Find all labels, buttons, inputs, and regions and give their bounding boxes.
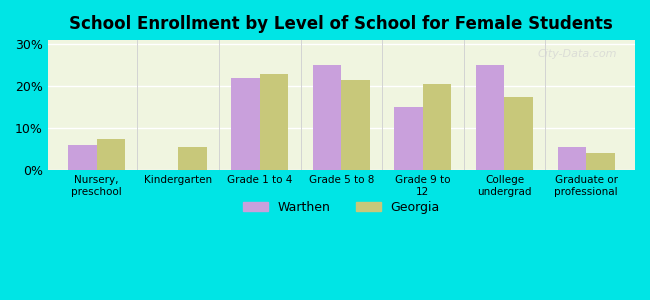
Bar: [313, 65, 341, 170]
Bar: [423, 84, 452, 170]
Title: School Enrollment by Level of School for Female Students: School Enrollment by Level of School for…: [70, 15, 613, 33]
Bar: [586, 153, 615, 170]
Bar: [558, 147, 586, 170]
Bar: [341, 80, 370, 170]
Bar: [260, 74, 289, 170]
Bar: [504, 97, 533, 170]
Legend: Warthen, Georgia: Warthen, Georgia: [238, 196, 445, 219]
Bar: [231, 78, 260, 170]
Bar: [476, 65, 504, 170]
Bar: [178, 147, 207, 170]
Bar: [97, 139, 125, 170]
Text: City-Data.com: City-Data.com: [538, 49, 617, 59]
Bar: [68, 145, 97, 170]
Bar: [395, 107, 423, 170]
